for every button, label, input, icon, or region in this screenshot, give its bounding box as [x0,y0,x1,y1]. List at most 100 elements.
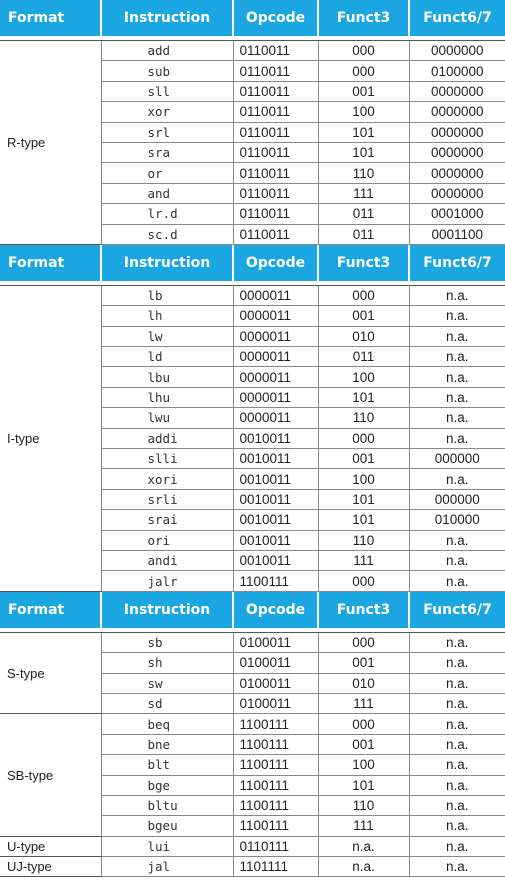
funct67-cell: n.a. [408,366,505,388]
table-row: bge 1100111 101 n.a. [0,775,505,796]
instruction-cell: srl [100,122,233,143]
funct67-cell: 010000 [408,509,505,531]
opcode-cell: 0010011 [232,489,318,511]
opcode-cell: 0110011 [232,162,318,184]
funct3-cell: 101 [317,387,409,409]
funct67-cell: n.a. [408,652,505,674]
funct67-cell: n.a. [408,815,505,837]
funct67-cell: 0000000 [408,81,505,103]
format-cell: R-type [0,40,101,245]
opcode-cell: 0110011 [232,81,318,103]
column-header: Funct3 [317,0,409,36]
funct3-cell: 000 [317,632,409,654]
instruction-cell: sll [100,81,233,103]
funct3-cell: 101 [317,489,409,511]
column-header: Format [0,591,101,628]
table-row: sd 0100011 111 n.a. [0,693,505,715]
instruction-cell: add [100,40,233,62]
format-cell: I-type [0,285,101,592]
funct3-cell: 000 [317,40,409,62]
instruction-cell: lb [100,285,233,307]
column-header: Format [0,0,101,36]
funct67-cell: 0000000 [408,183,505,205]
funct3-cell: 011 [317,346,409,368]
spacer-cell [409,280,505,286]
spacer-row [0,36,505,41]
opcode-cell: 0000011 [232,326,318,348]
table-row: sll 0110011 001 0000000 [0,81,505,103]
funct3-cell: 111 [317,183,409,205]
funct67-cell: 0100000 [408,60,505,82]
table-row: lr.d 0110011 011 0001000 [0,203,505,225]
column-header: Opcode [232,591,318,628]
funct3-cell: 110 [317,530,409,551]
table-row: bltu 1100111 110 n.a. [0,795,505,817]
funct3-cell: 000 [317,60,409,82]
table-row: lh 0000011 001 n.a. [0,305,505,327]
funct3-cell: 011 [317,224,409,245]
instruction-cell: beq [100,713,233,735]
table-row: slli 0010011 001 000000 [0,448,505,470]
funct3-cell: n.a. [317,856,409,878]
funct3-cell: 100 [317,366,409,388]
funct3-cell: 001 [317,652,409,674]
instruction-cell: bgeu [100,815,233,837]
funct67-cell: n.a. [408,673,505,694]
funct3-cell: 011 [317,203,409,225]
funct67-cell: 0001000 [408,203,505,225]
opcode-cell: 0010011 [232,550,318,572]
opcode-cell: 0110011 [232,224,318,245]
spacer-cell [233,280,318,286]
funct3-cell: 111 [317,693,409,715]
column-header: Opcode [232,0,318,36]
instruction-cell: bne [100,734,233,756]
funct67-cell: n.a. [408,693,505,715]
opcode-cell: 0110011 [232,60,318,82]
table-row: srai 0010011 101 010000 [0,509,505,531]
spacer-cell [318,36,409,41]
encoding-table: Format Instruction Opcode Funct3 Funct6/7 R-t… [0,0,505,245]
opcode-cell: 0110011 [232,40,318,62]
funct67-cell: n.a. [408,530,505,551]
funct3-cell: 110 [317,407,409,429]
opcode-cell: 0110011 [232,142,318,164]
encoding-table: Format Instruction Opcode Funct3 Funct6/7 I-t… [0,244,505,592]
instruction-cell: srli [100,489,233,511]
instruction-cell: ori [100,530,233,551]
table-row: sub 0110011 000 0100000 [0,60,505,82]
table-row: S-type sb 0100011 000 n.a. [0,632,505,715]
opcode-cell: 0100011 [232,652,318,674]
table-row: sra 0110011 101 0000000 [0,142,505,164]
opcode-cell: 1100111 [232,775,318,796]
spacer-cell [318,627,409,633]
funct3-cell: 001 [317,305,409,327]
opcode-cell: 1100111 [232,795,318,817]
spacer-cell [409,36,505,41]
instruction-cell: andi [100,550,233,572]
table-row: bgeu 1100111 111 n.a. [0,815,505,837]
funct67-cell: n.a. [408,856,505,878]
table-row: sh 0100011 001 n.a. [0,652,505,674]
funct3-cell: 110 [317,795,409,817]
table-row: I-type lb 0000011 000 n.a. [0,285,505,592]
funct67-cell: n.a. [408,713,505,735]
funct67-cell: n.a. [408,570,505,592]
spacer-row [0,280,505,286]
instruction-cell: ld [100,346,233,368]
instruction-cell: lui [100,836,233,858]
table-row: sw 0100011 010 n.a. [0,673,505,694]
funct3-cell: 100 [317,101,409,123]
spacer-cell [233,627,318,633]
encoding-table: Format Instruction Opcode Funct3 Funct6/7 S-t… [0,591,505,878]
funct3-cell: 000 [317,570,409,592]
funct67-cell: 0000000 [408,40,505,62]
table-row: R-type add 0110011 000 0000000 [0,40,505,245]
instruction-cell: sw [100,673,233,694]
header-row: Format Instruction Opcode Funct3 Funct6/7 [0,0,505,36]
funct3-cell: 100 [317,754,409,776]
instruction-cell: sub [100,60,233,82]
opcode-cell: 0010011 [232,468,318,490]
funct67-cell: n.a. [408,407,505,429]
instruction-cell: lw [100,326,233,348]
column-header: Funct6/7 [408,591,505,628]
